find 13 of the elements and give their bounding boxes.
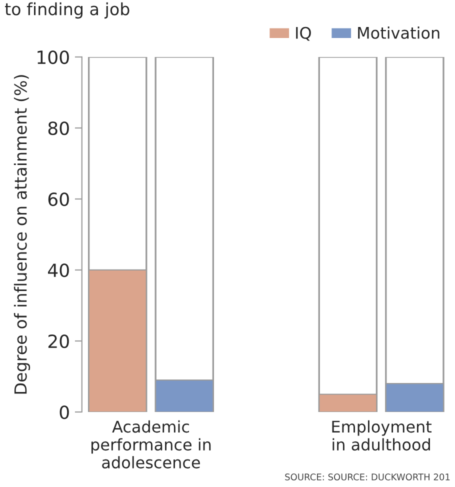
- y-tick-label: 40: [48, 263, 69, 278]
- chart-title: to finding a job: [5, 2, 130, 19]
- legend-label: IQ: [296, 26, 311, 41]
- y-axis-title: Degree of influence on attainment (%): [14, 75, 30, 394]
- source-note: SOURCE: SOURCE: DUCKWORTH 201: [285, 474, 450, 480]
- legend-label: Motivation: [358, 26, 440, 39]
- x-tick-label: Academic performance in adolescence: [91, 420, 211, 468]
- y-tick-label: 20: [48, 334, 69, 348]
- y-tick-label: 80: [48, 121, 69, 136]
- y-tick-label: 100: [38, 50, 69, 64]
- x-tick-label: Employment in adulthood: [332, 420, 432, 451]
- y-tick-label: 0: [60, 405, 69, 420]
- y-tick-label: 60: [48, 192, 69, 206]
